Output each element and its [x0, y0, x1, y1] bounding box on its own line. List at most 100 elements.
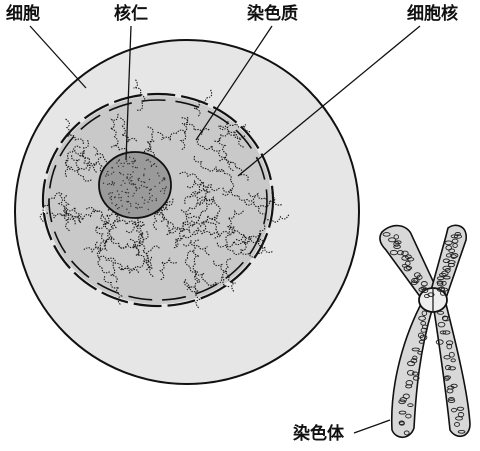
chromatin-fiber: [189, 185, 211, 202]
nucleolus-granule: [127, 173, 129, 175]
nucleolus-granule: [126, 160, 128, 162]
nucleolus-granule: [135, 186, 137, 189]
nucleolus-granule: [136, 207, 139, 209]
chromosome-coil: [393, 234, 400, 240]
nucleolus-granule: [129, 177, 131, 179]
nucleolus-granule: [117, 160, 120, 162]
chromosome-coil: [411, 347, 420, 352]
nucleolus-granule: [148, 192, 151, 195]
nucleolus-granule: [143, 175, 145, 177]
chromosome-coil: [447, 398, 456, 404]
nucleolus-granule: [120, 184, 122, 186]
chromosome-arm-lower-left: [390, 305, 433, 439]
nucleolus-granule: [134, 166, 137, 169]
label-chromatin: 染色质: [247, 4, 298, 24]
nuclear-envelope-inner: [48, 99, 268, 301]
chromatin-fiber: [159, 257, 178, 281]
chromatin-fiber: [182, 240, 210, 256]
chromosome-coil: [454, 421, 460, 427]
nucleolus-granule: [128, 182, 131, 184]
chromatin-fiber: [64, 159, 98, 172]
nucleolus-granule: [110, 198, 113, 201]
nucleolus-granule: [120, 173, 122, 175]
nucleolus-granule: [151, 164, 153, 166]
chromosome-coil: [405, 260, 411, 266]
chromatin-fiber: [63, 195, 71, 232]
label-nucleolus: 核仁: [114, 4, 148, 24]
nucleolus-granule: [120, 162, 122, 165]
chromosome-coil: [419, 334, 428, 341]
nucleolus-granule: [127, 192, 130, 194]
chromosome-coil: [418, 339, 425, 344]
nucleolus-granule: [123, 162, 126, 164]
chromosome-coil: [445, 340, 454, 346]
chromatin-fiber: [71, 155, 93, 182]
nucleolus-granule: [131, 160, 133, 163]
chromosome-coil: [437, 276, 445, 281]
nucleolus-granule: [163, 190, 166, 192]
nucleolus-granule: [130, 205, 132, 207]
nucleolus-granule: [111, 167, 113, 169]
nucleolus-granule: [134, 159, 136, 161]
nucleolus-granule: [108, 193, 110, 195]
chromosome-coil: [448, 351, 455, 358]
nucleolus-granule: [158, 182, 161, 184]
chromosome-coil: [446, 343, 453, 350]
chromatin-fiber: [92, 146, 108, 177]
nucleolus-granule: [118, 197, 120, 199]
chromosome-coil: [448, 366, 456, 371]
chromatin-fiber: [132, 221, 146, 249]
chromatin-fiber: [45, 212, 81, 223]
nucleolus-granule: [132, 171, 134, 173]
chromatin-fiber: [131, 222, 143, 256]
chromosome-coil: [442, 330, 451, 335]
chromosome-coil: [457, 429, 466, 434]
nucleolus-granule: [107, 183, 109, 186]
chromosome-coil: [398, 421, 405, 426]
chromosome-coil: [399, 397, 407, 403]
chromosome-coil: [396, 250, 404, 256]
chromatin-fiber: [138, 233, 152, 269]
chromosome-coil: [421, 310, 428, 316]
leader-line-chromosome: [353, 419, 391, 434]
nucleolus-granule: [126, 177, 128, 180]
nucleolus-granule: [137, 178, 139, 180]
chromosome-coil: [421, 287, 429, 294]
chromosome-figure: [379, 224, 471, 439]
chromosome-coil: [398, 399, 406, 405]
chromatin-fiber: [201, 215, 221, 232]
nucleolus-granule: [118, 206, 120, 209]
nucleolus-granule: [107, 170, 109, 173]
chromosome-coil: [388, 237, 397, 243]
leader-line-chromatin: [195, 25, 273, 141]
nucleolus-granule: [147, 159, 149, 161]
nucleolus-granule: [118, 193, 120, 196]
chromosome-coil: [406, 257, 415, 262]
chromosome-coil: [393, 244, 401, 250]
chromosome-coil: [450, 234, 459, 239]
nucleolus-granule: [132, 195, 134, 197]
nucleolus-granule: [130, 183, 132, 185]
nucleolus-granule: [112, 171, 115, 173]
nucleolus-granule: [150, 165, 152, 168]
chromosome-coil: [451, 407, 457, 413]
chromosome-coil: [407, 360, 416, 367]
chromatin-fiber: [191, 220, 219, 239]
chromosome-coil: [417, 350, 423, 355]
nucleolus-granule: [116, 190, 119, 192]
chromosome-coil: [411, 277, 419, 284]
chromatin-fiber: [168, 216, 201, 234]
nucleolus-granule: [132, 157, 135, 160]
nucleolus-granule: [161, 180, 163, 182]
chromatin-fiber: [184, 250, 201, 282]
chromosome-coil: [412, 355, 418, 361]
chromatin-fiber: [166, 221, 194, 234]
chromosome-coil: [438, 272, 447, 277]
nucleolus-granule: [147, 201, 149, 203]
chromosome-coil: [405, 413, 412, 419]
label-nucleus: 细胞核: [407, 4, 458, 24]
nucleolus-granule: [127, 201, 129, 203]
chromosome-coil: [441, 280, 447, 286]
chromosome-coil: [450, 254, 457, 259]
nucleolus-granule: [111, 173, 113, 175]
